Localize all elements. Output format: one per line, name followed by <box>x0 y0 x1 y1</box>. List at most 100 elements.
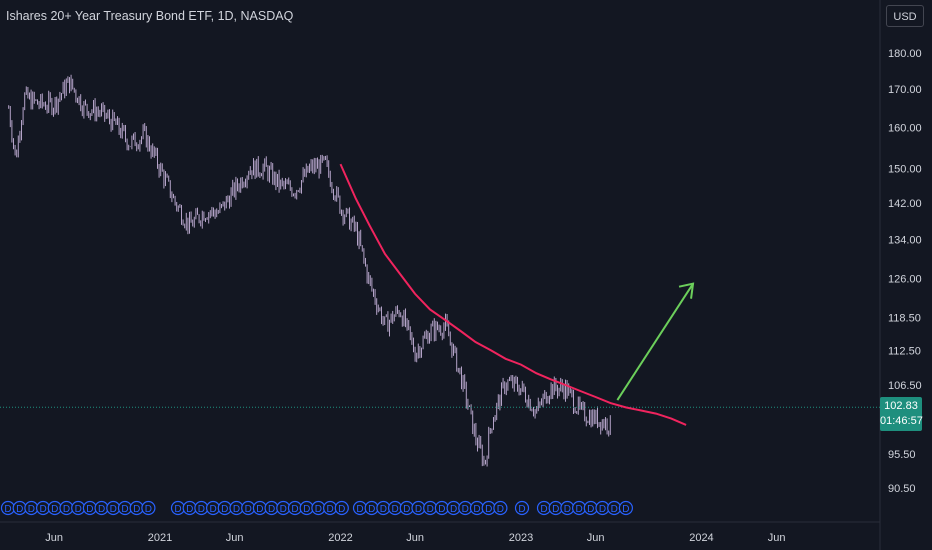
price-tick-label: 106.50 <box>888 380 922 392</box>
candlestick-series <box>8 74 611 467</box>
dividend-marker-glyph: D <box>473 504 480 515</box>
dividend-marker[interactable]: D <box>364 500 379 516</box>
dividend-marker[interactable]: D <box>548 500 563 516</box>
dividend-marker-glyph: D <box>198 504 205 515</box>
dividend-marker[interactable]: D <box>334 500 349 516</box>
dividend-marker[interactable]: D <box>388 500 403 516</box>
dividend-marker[interactable]: D <box>481 500 496 516</box>
dividend-marker[interactable]: D <box>376 500 391 516</box>
last-price-value: 102.83 <box>884 400 918 412</box>
price-tick-label: 170.00 <box>888 84 922 96</box>
dividend-marker[interactable]: D <box>411 500 426 516</box>
price-tick-label: 90.50 <box>888 483 916 495</box>
dividend-marker-glyph: D <box>174 504 181 515</box>
dividend-marker[interactable]: D <box>536 500 552 516</box>
dividend-marker-glyph: D <box>315 504 322 515</box>
dividend-marker[interactable]: D <box>194 500 209 516</box>
dividend-marker[interactable]: D <box>311 500 326 516</box>
dividend-marker-glyph: D <box>268 504 275 515</box>
dividend-marker-glyph: D <box>552 504 559 515</box>
dividend-marker-glyph: D <box>575 504 582 515</box>
price-tick-label: 126.00 <box>888 274 922 286</box>
dividend-marker-glyph: D <box>438 504 445 515</box>
dividend-marker[interactable]: D <box>618 500 634 516</box>
dividend-marker[interactable]: D <box>287 500 303 516</box>
dividend-marker[interactable]: D <box>560 500 575 516</box>
currency-button[interactable]: USD <box>886 5 924 27</box>
dividend-marker[interactable]: D <box>206 500 221 516</box>
dividend-marker-glyph: D <box>427 504 434 515</box>
dividend-marker-glyph: D <box>303 504 310 515</box>
dividend-marker[interactable]: D <box>493 500 508 516</box>
dividend-marker[interactable]: D <box>71 500 86 516</box>
dividend-marker[interactable]: D <box>352 500 368 516</box>
price-tick-label: 150.00 <box>888 163 922 175</box>
price-tick-label: 160.00 <box>888 123 922 135</box>
dividend-marker[interactable]: D <box>217 500 232 516</box>
dividend-marker[interactable]: D <box>24 500 39 516</box>
dividend-marker[interactable]: D <box>458 500 473 516</box>
dividend-marker[interactable]: D <box>446 500 461 516</box>
dividend-marker-glyph: D <box>4 504 11 515</box>
dividend-marker-glyph: D <box>540 504 547 515</box>
dividend-marker[interactable]: D <box>323 500 338 516</box>
dividend-marker-glyph: D <box>63 504 70 515</box>
time-tick-label: Jun <box>587 532 605 544</box>
dividend-marker-glyph: D <box>587 504 594 515</box>
dividend-marker-glyph: D <box>186 504 193 515</box>
time-tick-label: 2021 <box>148 532 172 544</box>
dividend-marker-glyph: D <box>245 504 252 515</box>
dividend-marker[interactable]: D <box>12 500 27 516</box>
dividend-marker[interactable]: D <box>299 500 314 516</box>
dividend-marker-glyph: D <box>86 504 93 515</box>
dividend-marker-glyph: D <box>326 504 333 515</box>
dividend-marker-glyph: D <box>338 504 345 515</box>
dividend-marker-glyph: D <box>518 504 525 515</box>
dividend-marker[interactable]: D <box>106 500 121 516</box>
dividend-marker-glyph: D <box>450 504 457 515</box>
dividend-marker[interactable]: D <box>434 500 449 516</box>
dividend-marker[interactable]: D <box>229 500 244 516</box>
dividend-marker[interactable]: D <box>607 500 622 516</box>
dividend-marker[interactable]: D <box>59 500 74 516</box>
bar-countdown: 01:46:57 <box>880 415 923 427</box>
dividend-marker[interactable]: D <box>583 500 598 516</box>
dividend-marker[interactable]: D <box>35 500 51 516</box>
dividend-marker[interactable]: D <box>129 500 144 516</box>
dividend-marker[interactable]: D <box>94 500 109 516</box>
dividend-marker[interactable]: D <box>0 500 16 516</box>
dividend-marker[interactable]: D <box>47 500 62 516</box>
dividend-marker-glyph: D <box>133 504 140 515</box>
arrow-shaft <box>616 283 694 401</box>
dividend-marker-glyph: D <box>280 504 287 515</box>
price-tick-label: 142.00 <box>888 198 922 210</box>
dividend-marker-glyph: D <box>121 504 128 515</box>
dividend-marker[interactable]: D <box>182 500 197 516</box>
dividend-marker[interactable]: D <box>264 500 279 516</box>
dividend-marker-glyph: D <box>145 504 152 515</box>
dividend-marker[interactable]: D <box>170 500 186 516</box>
time-tick-label: Jun <box>45 532 63 544</box>
time-tick-label: 2022 <box>328 532 352 544</box>
dividend-marker[interactable]: D <box>514 500 530 516</box>
dividend-marker[interactable]: D <box>141 500 156 516</box>
dividend-marker-glyph: D <box>28 504 35 515</box>
time-tick-label: Jun <box>226 532 244 544</box>
dividend-marker-glyph: D <box>98 504 105 515</box>
dividend-marker[interactable]: D <box>469 500 485 516</box>
dividend-marker-glyph: D <box>462 504 469 515</box>
dividend-marker-glyph: D <box>221 504 228 515</box>
price-tick-label: 112.50 <box>888 345 921 357</box>
dividend-marker[interactable]: D <box>252 500 267 516</box>
dividend-marker[interactable]: D <box>117 500 133 516</box>
dividend-marker[interactable]: D <box>399 500 414 516</box>
dividend-marker[interactable]: D <box>571 500 587 516</box>
dividend-marker-glyph: D <box>415 504 422 515</box>
dividend-marker[interactable]: D <box>276 500 291 516</box>
dividend-marker[interactable]: D <box>423 500 438 516</box>
dividend-marker[interactable]: D <box>82 500 98 516</box>
dividend-marker[interactable]: D <box>595 500 610 516</box>
dividend-marker[interactable]: D <box>241 500 256 516</box>
